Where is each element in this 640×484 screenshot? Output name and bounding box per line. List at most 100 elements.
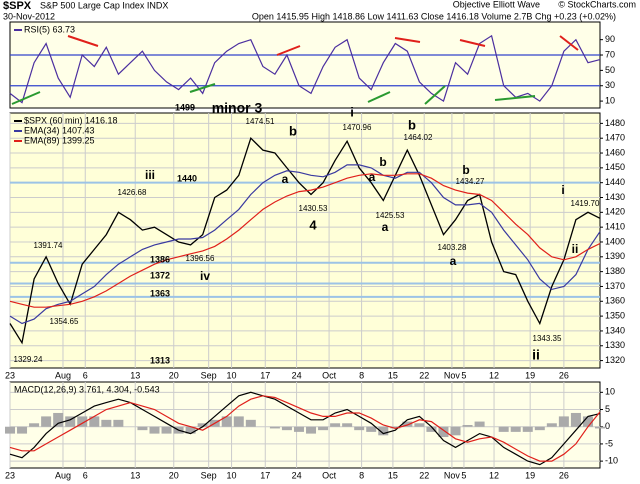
divergence-line <box>276 45 301 56</box>
level-label: 1372 <box>150 270 170 280</box>
histogram-bar <box>450 426 461 436</box>
x-tick-label: 10 <box>227 470 237 480</box>
histogram-bar <box>390 426 401 429</box>
histogram-bar <box>438 426 449 438</box>
wave-label: i <box>561 183 564 197</box>
price-label: 1434.27 <box>456 177 485 186</box>
y-tick-label: 70 <box>605 49 615 59</box>
x-tick-label: 26 <box>559 370 569 380</box>
level-label: 1499 <box>175 102 195 112</box>
histogram-bar <box>378 426 389 436</box>
x-tick-label: 19 <box>525 370 535 380</box>
x-tick-label: 6 <box>83 370 88 380</box>
divergence-line <box>189 83 216 93</box>
price-label: 1425.53 <box>376 211 405 220</box>
x-tick-label: 15 <box>388 470 398 480</box>
wave-label: 4 <box>309 217 317 232</box>
y-tick-label: -5 <box>605 438 613 448</box>
y-tick-label: 1330 <box>605 340 625 350</box>
wave-label: a <box>382 220 389 234</box>
price-label: 1470.96 <box>343 123 372 132</box>
y-tick-label: 90 <box>605 34 615 44</box>
copyright: © StockCharts.com <box>558 0 636 9</box>
panel <box>9 21 601 109</box>
histogram-bar <box>558 416 569 427</box>
histogram-bar <box>366 426 377 432</box>
source: Objective Elliott Wave <box>453 0 540 9</box>
histogram-bar <box>318 426 329 431</box>
x-tick-label: 13 <box>130 370 140 380</box>
wave-label: iii <box>145 168 155 182</box>
index-name: S&P 500 Large Cap Index INDX <box>40 0 168 10</box>
x-tick-label: Sep <box>201 470 217 480</box>
histogram-bar <box>17 426 28 434</box>
y-tick-label: 1370 <box>605 281 625 291</box>
wave-label: b <box>462 163 469 177</box>
y-tick-label: 30 <box>605 80 615 90</box>
wave-label: a <box>450 254 457 268</box>
x-tick-label: 22 <box>419 370 429 380</box>
x-tick-label: Sep <box>201 370 217 380</box>
histogram-bar <box>570 412 581 427</box>
histogram-bar <box>29 423 40 427</box>
y-tick-label: 1430 <box>605 192 625 202</box>
histogram-bar <box>474 421 485 427</box>
x-tick-label: 23 <box>5 370 15 380</box>
x-tick-label: 8 <box>359 470 364 480</box>
series-line <box>9 391 601 466</box>
date: 30-Nov-2012 <box>3 11 55 21</box>
x-tick-label: 10 <box>227 370 237 380</box>
x-tick-label: 24 <box>292 370 302 380</box>
x-tick-label: 23 <box>5 470 15 480</box>
wave-label: b <box>289 123 297 138</box>
x-tick-label: 19 <box>525 470 535 480</box>
legend-label: EMA(89) 1399.25 <box>24 135 95 145</box>
x-tick-label: 12 <box>489 470 499 480</box>
y-tick-label: 1340 <box>605 325 625 335</box>
legend-label: $SPX (60 min) 1416.18 <box>24 115 118 125</box>
x-tick-label: 22 <box>419 470 429 480</box>
panel-label: MACD(12,26,9) 3.761, 4.304, -0.543 <box>14 384 160 394</box>
y-tick-label: 10 <box>605 387 615 397</box>
price-label: 1403.28 <box>438 243 467 252</box>
x-tick-label: 12 <box>489 370 499 380</box>
level-label: 1313 <box>150 355 170 365</box>
x-tick-label: 20 <box>169 370 179 380</box>
histogram-bar <box>426 426 437 432</box>
divergence-line <box>459 39 486 47</box>
y-tick-label: 5 <box>605 404 610 414</box>
price-label: 1426.68 <box>118 188 147 197</box>
wave-label: a <box>282 172 289 186</box>
divergence-line <box>394 37 421 43</box>
histogram-bar <box>113 419 124 427</box>
series-line <box>9 34 601 104</box>
price-label: 1430.53 <box>299 204 328 213</box>
y-tick-label: 1410 <box>605 222 625 232</box>
divergence-line <box>67 35 99 47</box>
price-label: 1464.02 <box>404 133 433 142</box>
level-label: 1386 <box>150 254 170 264</box>
divergence-line <box>559 35 579 51</box>
panel <box>9 112 601 369</box>
histogram-bar <box>414 423 425 427</box>
x-tick-label: 13 <box>130 470 140 480</box>
x-tick-label: Nov <box>444 370 461 380</box>
histogram-bar <box>269 426 280 429</box>
y-tick-label: 1350 <box>605 310 625 320</box>
histogram-bar <box>65 416 76 427</box>
legend-label: RSI(5) 63.73 <box>24 24 75 34</box>
price-label: 1354.65 <box>50 317 79 326</box>
x-tick-label: Nov <box>444 470 461 480</box>
divergence-line <box>494 95 536 101</box>
series-line <box>9 173 601 308</box>
x-tick-label: Aug <box>55 470 71 480</box>
x-tick-label: Oct <box>322 470 337 480</box>
histogram-bar <box>462 425 473 427</box>
level-label: 1363 <box>150 288 170 298</box>
y-tick-label: 1360 <box>605 296 625 306</box>
y-tick-label: 1470 <box>605 133 625 143</box>
series-line <box>9 136 601 345</box>
x-tick-label: 26 <box>559 470 569 480</box>
wave-label: ii <box>532 347 540 363</box>
histogram-bar <box>522 426 533 432</box>
